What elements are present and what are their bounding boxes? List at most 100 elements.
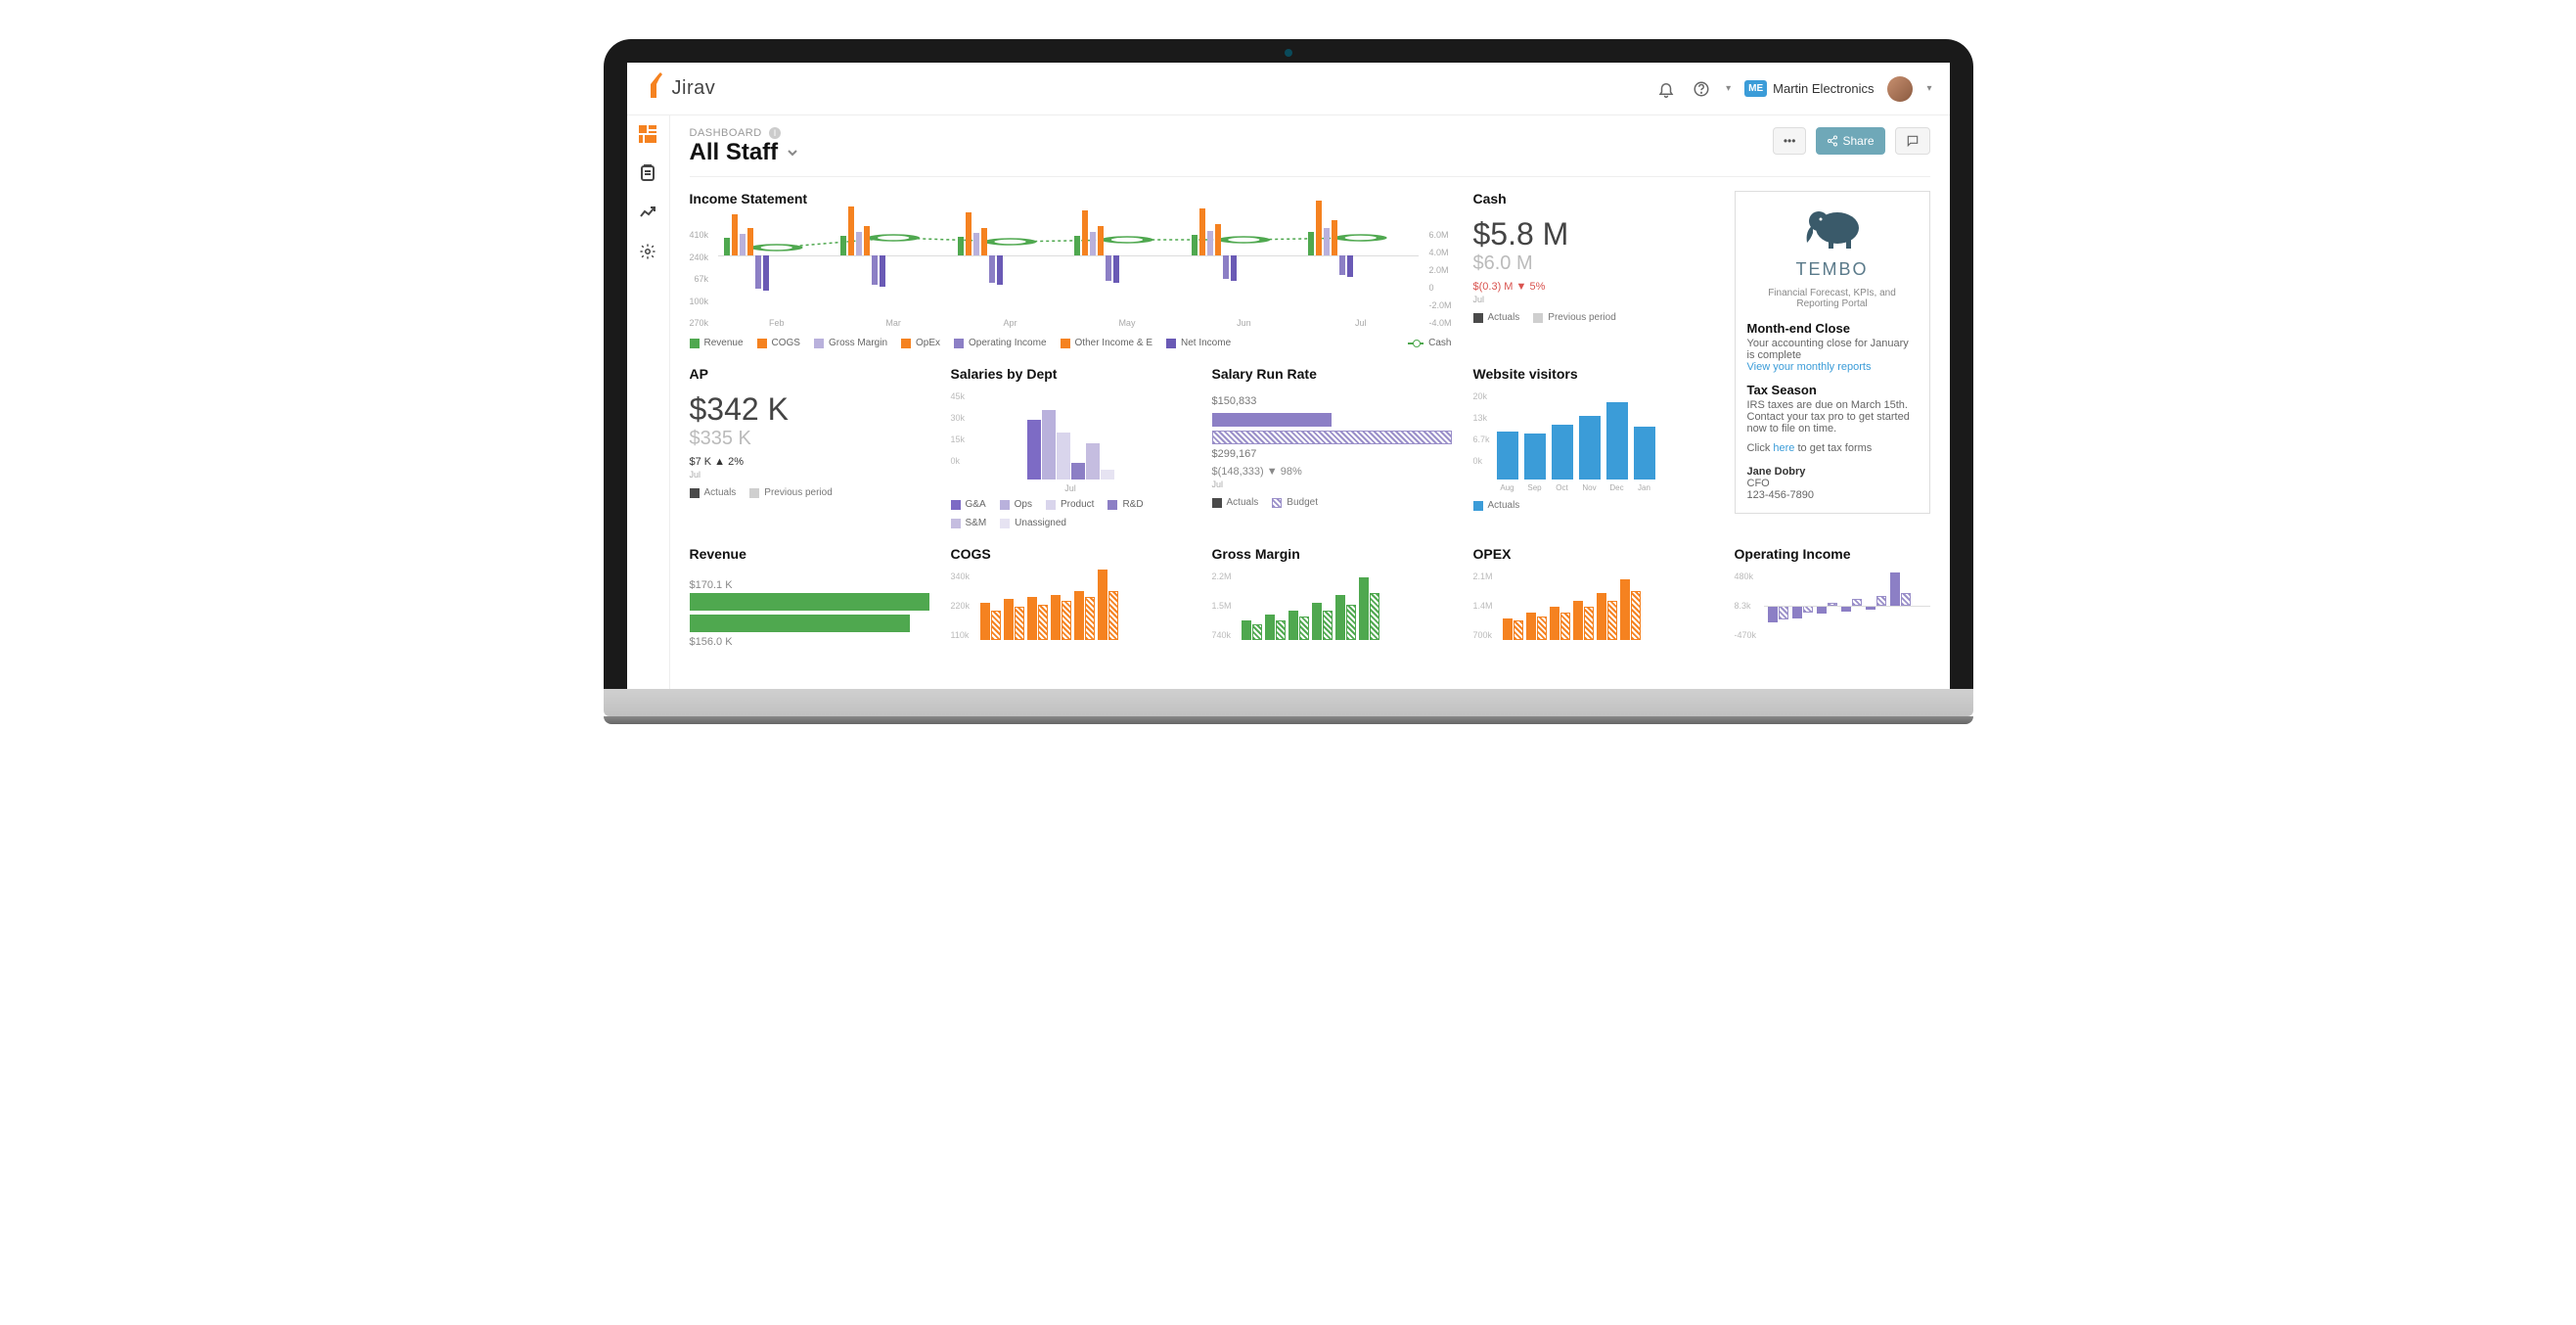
- legend-prev: Previous period: [764, 487, 832, 498]
- header-actions: ▾ ME Martin Electronics ▾: [1655, 76, 1931, 102]
- side-contact-phone: 123-456-7890: [1747, 489, 1918, 501]
- side-heading-close: Month-end Close: [1747, 321, 1918, 336]
- cogs-chart: 340k220k110k: [951, 571, 1191, 640]
- tile-title: OPEX: [1473, 546, 1713, 562]
- revenue-top-label: $170.1 K: [690, 579, 929, 591]
- x-axis-labels: FebMarAprMayJunJul: [718, 318, 1419, 328]
- tile-title: AP: [690, 366, 929, 382]
- side-panel: TEMBO Financial Forecast, KPIs, and Repo…: [1735, 191, 1930, 514]
- y-axis: 2.1M1.4M700k: [1473, 571, 1493, 640]
- company-switcher[interactable]: ME Martin Electronics: [1744, 80, 1874, 97]
- dashboard-grid: Income Statement 410k240k67k100k270k Feb…: [690, 191, 1930, 650]
- x-label: Jul: [951, 483, 1191, 493]
- revenue-body: $170.1 K $156.0 K: [690, 579, 929, 648]
- y-axis: 20k13k6.7k0k: [1473, 391, 1490, 466]
- tile-title: Revenue: [690, 546, 929, 562]
- y-axis: 2.2M1.5M740k: [1212, 571, 1232, 640]
- elephant-icon: [1793, 204, 1872, 252]
- website-chart: 20k13k6.7k0k: [1473, 391, 1713, 480]
- main-content: DASHBOARD i All Staff •••: [670, 115, 1950, 689]
- nav-settings-icon[interactable]: [637, 241, 658, 262]
- side-link-here[interactable]: here: [1773, 442, 1794, 454]
- cash-prev: $6.0 M: [1473, 252, 1713, 275]
- page-title: All Staff: [690, 139, 779, 166]
- tile-salaries: Salaries by Dept 45k30k15k0k Jul G&AOpsP…: [951, 366, 1191, 528]
- side-heading-tax: Tax Season: [1747, 383, 1918, 397]
- oi-chart: 480k8.3k-470k: [1735, 571, 1930, 640]
- tile-title: Operating Income: [1735, 546, 1930, 562]
- share-label: Share: [1842, 134, 1874, 148]
- more-button[interactable]: •••: [1773, 127, 1807, 155]
- nav-reports-icon[interactable]: [637, 162, 658, 184]
- swatch: [690, 488, 700, 498]
- info-icon[interactable]: i: [769, 127, 781, 139]
- side-tagline: Financial Forecast, KPIs, and Reporting …: [1747, 288, 1918, 309]
- help-icon[interactable]: [1691, 78, 1712, 100]
- ap-value: $342 K: [690, 391, 929, 428]
- left-y-axis: 410k240k67k100k270k: [690, 230, 713, 328]
- nav-dashboard-icon[interactable]: [637, 123, 658, 145]
- side-text: to get tax forms: [1794, 442, 1872, 454]
- legend-actuals: Actuals: [1227, 497, 1259, 508]
- app-screen: Jirav ▾ ME Martin Electronics ▾: [627, 63, 1950, 689]
- nav-trends-icon[interactable]: [637, 202, 658, 223]
- ap-legend: Actuals Previous period: [690, 487, 929, 498]
- app-header: Jirav ▾ ME Martin Electronics ▾: [627, 63, 1950, 115]
- logo[interactable]: Jirav: [645, 70, 716, 107]
- tile-cash: Cash $5.8 M $6.0 M $(0.3) M ▼ 5% Jul Act…: [1473, 191, 1713, 348]
- srr-budget-label: $299,167: [1212, 448, 1452, 460]
- tile-title: Gross Margin: [1212, 546, 1452, 562]
- tile-side-panel: TEMBO Financial Forecast, KPIs, and Repo…: [1735, 191, 1930, 528]
- tile-title: Website visitors: [1473, 366, 1713, 382]
- revenue-bot-bar: [690, 615, 910, 632]
- tile-opex: OPEX 2.1M1.4M700k: [1473, 546, 1713, 650]
- user-caret[interactable]: ▾: [1926, 83, 1931, 94]
- right-y-axis: 6.0M4.0M2.0M0-2.0M-4.0M: [1424, 230, 1451, 328]
- user-avatar[interactable]: [1887, 76, 1913, 102]
- side-contact-role: CFO: [1747, 478, 1918, 489]
- comments-button[interactable]: [1895, 127, 1930, 155]
- laptop-base: [604, 689, 1973, 716]
- income-bars: [718, 216, 1419, 314]
- help-caret[interactable]: ▾: [1726, 83, 1731, 94]
- breadcrumb: DASHBOARD i: [690, 127, 800, 139]
- page-title-row[interactable]: All Staff: [690, 139, 800, 166]
- tile-salary-run-rate: Salary Run Rate $150,833 $299,167 $(148,…: [1212, 366, 1452, 528]
- cash-legend: Actuals Previous period: [1473, 312, 1713, 323]
- cash-value: $5.8 M: [1473, 216, 1713, 252]
- crumb-text: DASHBOARD: [690, 127, 762, 139]
- cash-delta: $(0.3) M ▼ 5%: [1473, 281, 1713, 293]
- y-axis: 45k30k15k0k: [951, 391, 966, 466]
- tile-website-visitors: Website visitors 20k13k6.7k0k AugSepOctN…: [1473, 366, 1713, 528]
- side-tax-forms-line: Click here to get tax forms: [1747, 442, 1918, 454]
- tile-revenue: Revenue $170.1 K $156.0 K: [690, 546, 929, 650]
- tile-title: Cash: [1473, 191, 1713, 206]
- srr-delta: $(148,333) ▼ 98%: [1212, 466, 1452, 478]
- legend-budget: Budget: [1287, 497, 1318, 508]
- company-name: Martin Electronics: [1773, 81, 1874, 96]
- ap-period: Jul: [690, 470, 929, 480]
- tile-title: COGS: [951, 546, 1191, 562]
- srr-body: $150,833 $299,167 $(148,333) ▼ 98% Jul: [1212, 395, 1452, 489]
- tile-income-statement: Income Statement 410k240k67k100k270k Feb…: [690, 191, 1452, 348]
- y-axis: 340k220k110k: [951, 571, 971, 640]
- tile-gross-margin: Gross Margin 2.2M1.5M740k: [1212, 546, 1452, 650]
- app-body: DASHBOARD i All Staff •••: [627, 115, 1950, 689]
- laptop-frame: Jirav ▾ ME Martin Electronics ▾: [604, 39, 1973, 716]
- opex-chart: 2.1M1.4M700k: [1473, 571, 1713, 640]
- share-button[interactable]: Share: [1816, 127, 1884, 155]
- srr-legend: Actuals Budget: [1212, 497, 1452, 508]
- website-legend: Actuals: [1473, 500, 1713, 511]
- tile-ap: AP $342 K $335 K $7 K ▲ 2% Jul Actuals P…: [690, 366, 929, 528]
- legend-actuals: Actuals: [1488, 500, 1520, 511]
- side-link-reports[interactable]: View your monthly reports: [1747, 361, 1918, 373]
- side-text: Click: [1747, 442, 1774, 454]
- srr-actual-label: $150,833: [1212, 395, 1452, 407]
- srr-period: Jul: [1212, 480, 1452, 489]
- page-header-left: DASHBOARD i All Staff: [690, 127, 800, 166]
- swatch: [1473, 313, 1483, 323]
- gm-chart: 2.2M1.5M740k: [1212, 571, 1452, 640]
- income-chart: 410k240k67k100k270k FebMarAprMayJunJul 6…: [690, 216, 1452, 328]
- bell-icon[interactable]: [1655, 78, 1677, 100]
- x-axis-labels: AugSepOctNovDecJan: [1473, 483, 1713, 492]
